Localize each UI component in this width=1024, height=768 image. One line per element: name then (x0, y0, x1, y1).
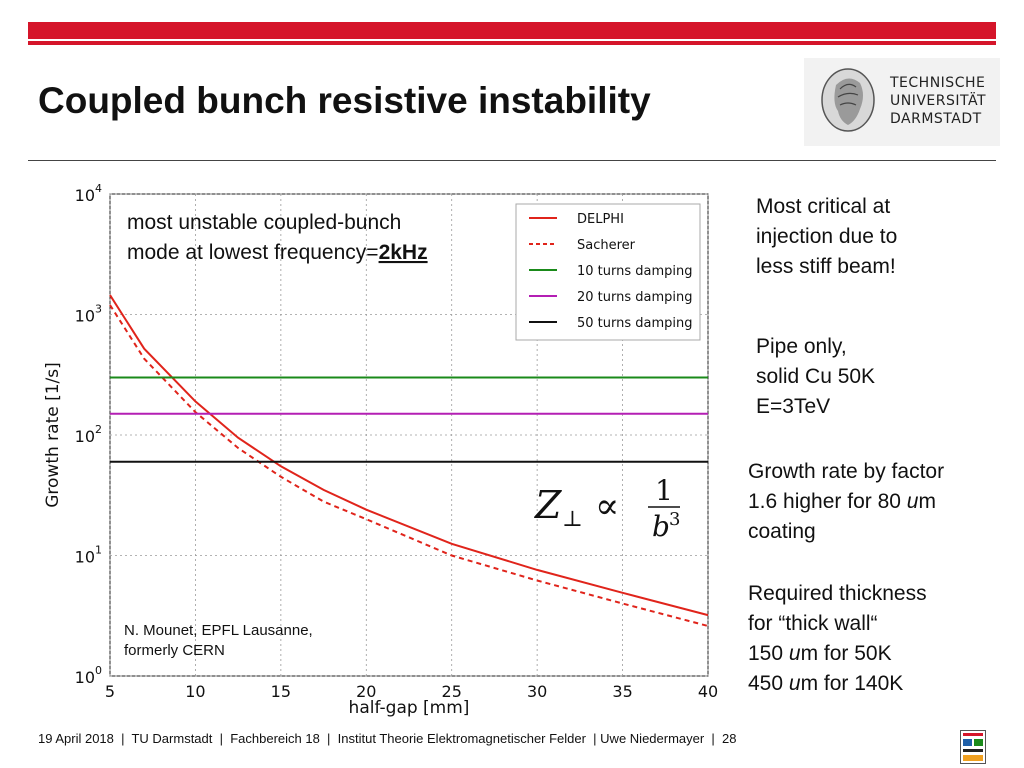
note-thickness-line1: Required thickness (748, 582, 927, 605)
credit-line1: N. Mounet, EPFL Lausanne, (124, 622, 313, 639)
y-tick-label: 104 (75, 182, 102, 205)
note-pipe-line3: E=3TeV (756, 395, 831, 418)
x-tick-label: 40 (698, 682, 718, 701)
note-growth: Growth rate by factor 1.6 higher for 80 … (748, 457, 944, 547)
slide-footer: 19 April 2018 | TU Darmstadt | Fachberei… (38, 731, 737, 746)
logo-line-2: UNIVERSITÄT (890, 93, 987, 109)
legend: DELPHI Sacherer 10 turns damping 20 turns d… (515, 203, 701, 341)
y-axis-label: Growth rate [1/s] (43, 362, 63, 508)
legend-label: 50 turns damping (577, 316, 693, 331)
note-thickness-line2: for “thick wall“ (748, 612, 878, 635)
formula-denominator-exponent: 3 (669, 509, 680, 530)
y-tick-label: 103 (75, 303, 102, 326)
logo-line-3: DARMSTADT (890, 111, 982, 127)
note-growth-line1: Growth rate by factor (748, 460, 945, 483)
note-thickness-line3-unit: u (788, 642, 801, 665)
note-growth-line2: 1.6 higher for 80 um (748, 487, 944, 517)
note-growth-unit: u (906, 490, 919, 513)
slide-title: Coupled bunch resistive instability (38, 80, 651, 121)
formula-numerator: 1 (655, 474, 673, 507)
note-growth-line2-post: m (918, 490, 936, 513)
legend-box (515, 203, 701, 341)
legend-label: DELPHI (577, 212, 624, 227)
note-thickness-line3: 150 um for 50K (748, 639, 927, 669)
formula-relation: ∝ (595, 486, 619, 527)
tetra-logo-icon (960, 730, 986, 764)
series-line-1 (109, 304, 709, 627)
title-divider (28, 160, 996, 161)
note-critical: Most critical at injection due to less s… (756, 192, 897, 282)
note-pipe: Pipe only, solid Cu 50K E=3TeV (756, 332, 875, 422)
x-tick-label: 35 (612, 682, 632, 701)
note-thickness: Required thickness for “thick wall“ 150 … (748, 579, 927, 699)
mode-annotation-prefix: mode at lowest frequency= (127, 241, 379, 264)
formula-lhs: Z (534, 483, 562, 527)
note-thickness-line3-post: m for 50K (800, 642, 892, 665)
y-tick-label: 101 (75, 544, 102, 567)
note-pipe-line2: solid Cu 50K (756, 365, 876, 388)
mode-annotation-line1: most unstable coupled-bunch (127, 211, 401, 234)
x-tick-label: 20 (356, 682, 376, 701)
formula-denominator: b (652, 510, 670, 543)
header-bar-thin (28, 41, 996, 45)
x-tick-label: 5 (105, 682, 115, 701)
formula-subscript: ⊥ (562, 507, 583, 532)
header-bar (28, 22, 996, 39)
legend-label: 20 turns damping (577, 290, 693, 305)
legend-label: 10 turns damping (577, 264, 693, 279)
y-tick-label: 100 (75, 664, 102, 687)
x-tick-label: 25 (442, 682, 462, 701)
note-critical-line1: Most critical at (756, 195, 891, 218)
mode-frequency-value: 2kHz (379, 241, 428, 264)
note-critical-line3: less stiff beam! (756, 255, 896, 278)
series-line-0 (109, 294, 709, 617)
note-thickness-line3-pre: 150 (748, 642, 789, 665)
athena-seal-icon (821, 68, 875, 132)
legend-label: Sacherer (577, 238, 636, 253)
note-thickness-line4-post: m for 140K (800, 672, 904, 695)
x-axis-label: half-gap [mm] (349, 698, 470, 718)
logo-line-1: TECHNISCHE (890, 75, 986, 91)
note-critical-line2: injection due to (756, 225, 898, 248)
note-thickness-line4-unit: u (788, 672, 801, 695)
logo-wordmark: TECHNISCHE UNIVERSITÄT DARMSTADT (890, 74, 986, 128)
tu-darmstadt-logo: TECHNISCHE UNIVERSITÄT DARMSTADT (804, 58, 1000, 146)
x-tick-label: 10 (185, 682, 205, 701)
note-growth-line3: coating (748, 520, 816, 543)
note-pipe-line1: Pipe only, (756, 335, 847, 358)
series-lines (109, 294, 709, 627)
tick-labels: 5 10 15 20 25 30 35 40 100 101 102 103 104 (75, 182, 719, 701)
growth-rate-chart: 5 10 15 20 25 30 35 40 100 101 102 103 104 half-gap … (43, 182, 719, 718)
note-thickness-line4: 450 um for 140K (748, 669, 927, 699)
x-tick-label: 30 (527, 682, 547, 701)
credit-line2: formerly CERN (124, 642, 225, 659)
y-tick-label: 102 (75, 423, 102, 446)
x-tick-label: 15 (271, 682, 291, 701)
note-thickness-line4-pre: 450 (748, 672, 789, 695)
impedance-formula: Z ⊥ ∝ 1 b 3 (534, 474, 680, 543)
mode-annotation-line2: mode at lowest frequency=2kHz (127, 241, 428, 264)
note-growth-line2-pre: 1.6 higher for 80 (748, 490, 907, 513)
